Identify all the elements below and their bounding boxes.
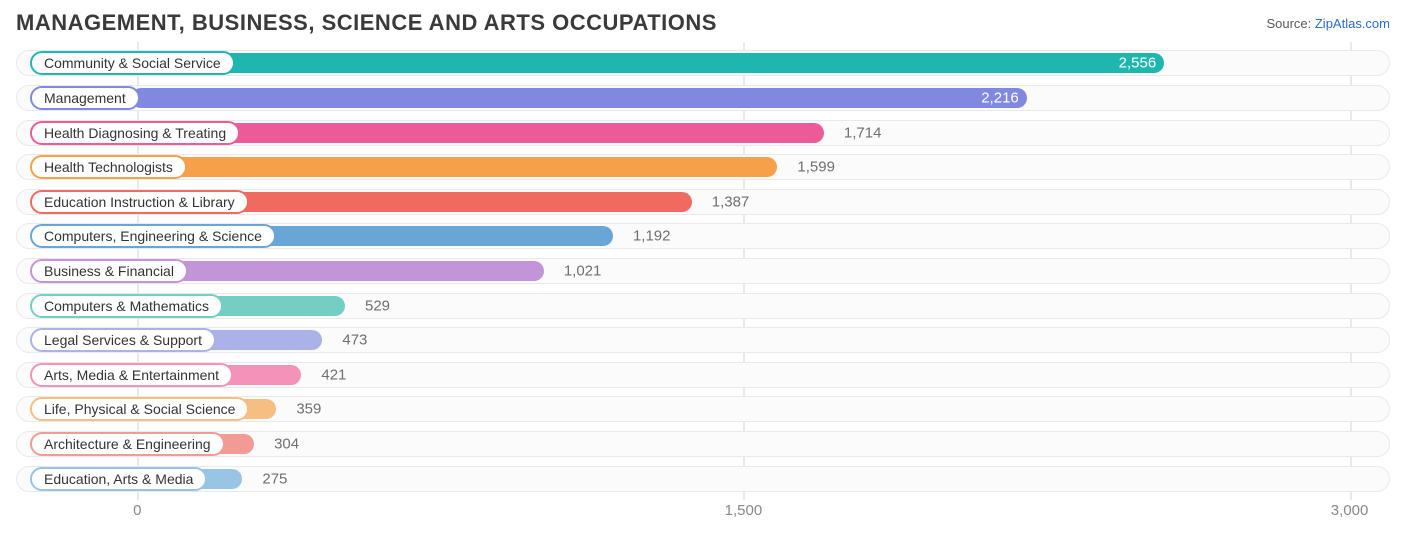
- chart-container: MANAGEMENT, BUSINESS, SCIENCE AND ARTS O…: [0, 0, 1406, 558]
- category-label-pill: Community & Social Service: [30, 51, 235, 75]
- value-label: 304: [274, 436, 299, 453]
- bar: [131, 261, 544, 281]
- value-label: 2,556: [1119, 55, 1157, 72]
- bar: [131, 157, 777, 177]
- category-label-pill: Legal Services & Support: [30, 328, 216, 352]
- bar-row: Computers, Engineering & Science 1,192: [16, 221, 1390, 251]
- value-label: 275: [262, 470, 287, 487]
- chart-title: MANAGEMENT, BUSINESS, SCIENCE AND ARTS O…: [16, 10, 717, 36]
- x-tick-label: 3,000: [1331, 502, 1369, 519]
- value-label: 1,021: [564, 262, 602, 279]
- source-prefix: Source:: [1266, 16, 1314, 31]
- category-label-pill: Life, Physical & Social Science: [30, 397, 249, 421]
- bar-row: Education Instruction & Library 1,387: [16, 187, 1390, 217]
- value-label: 359: [296, 401, 321, 418]
- bar-row: Legal Services & Support 473: [16, 325, 1390, 355]
- bar-row: Computers & Mathematics 529: [16, 291, 1390, 321]
- value-label: 2,216: [981, 89, 1019, 106]
- category-label-pill: Architecture & Engineering: [30, 432, 225, 456]
- source-attribution: Source: ZipAtlas.com: [1266, 16, 1390, 31]
- value-label: 1,387: [712, 193, 750, 210]
- bar-row: Arts, Media & Entertainment 421: [16, 360, 1390, 390]
- x-axis: 0 1,500 3,000: [16, 500, 1390, 522]
- bar-row: Health Diagnosing & Treating 1,714: [16, 118, 1390, 148]
- bar-row: Architecture & Engineering 304: [16, 429, 1390, 459]
- value-label: 1,192: [633, 228, 671, 245]
- source-link[interactable]: ZipAtlas.com: [1315, 16, 1390, 31]
- value-label: 421: [321, 366, 346, 383]
- rows: Community & Social Service 2,556 Managemen…: [16, 42, 1390, 500]
- category-label-pill: Computers, Engineering & Science: [30, 224, 276, 248]
- x-tick-label: 1,500: [725, 502, 763, 519]
- category-label-pill: Health Diagnosing & Treating: [30, 121, 240, 145]
- value-label: 1,599: [797, 159, 835, 176]
- category-label-pill: Education Instruction & Library: [30, 190, 249, 214]
- bar-row: Management 2,216: [16, 83, 1390, 113]
- bar: [131, 53, 1164, 73]
- header: MANAGEMENT, BUSINESS, SCIENCE AND ARTS O…: [16, 10, 1390, 36]
- category-label-pill: Business & Financial: [30, 259, 188, 283]
- value-label: 473: [342, 332, 367, 349]
- category-label-pill: Management: [30, 86, 140, 110]
- bar-row: Health Technologists 1,599: [16, 152, 1390, 182]
- category-label-pill: Education, Arts & Media: [30, 467, 207, 491]
- value-label: 1,714: [844, 124, 882, 141]
- bar-row: Community & Social Service 2,556: [16, 48, 1390, 78]
- x-tick-label: 0: [133, 502, 141, 519]
- value-label: 529: [365, 297, 390, 314]
- bar-row: Education, Arts & Media 275: [16, 464, 1390, 494]
- bar-row: Life, Physical & Social Science 359: [16, 394, 1390, 424]
- category-label-pill: Computers & Mathematics: [30, 294, 223, 318]
- bar-row: Business & Financial 1,021: [16, 256, 1390, 286]
- plot-area: Community & Social Service 2,556 Managemen…: [16, 42, 1390, 522]
- category-label-pill: Arts, Media & Entertainment: [30, 363, 233, 387]
- category-label-pill: Health Technologists: [30, 155, 187, 179]
- bar: [131, 88, 1027, 108]
